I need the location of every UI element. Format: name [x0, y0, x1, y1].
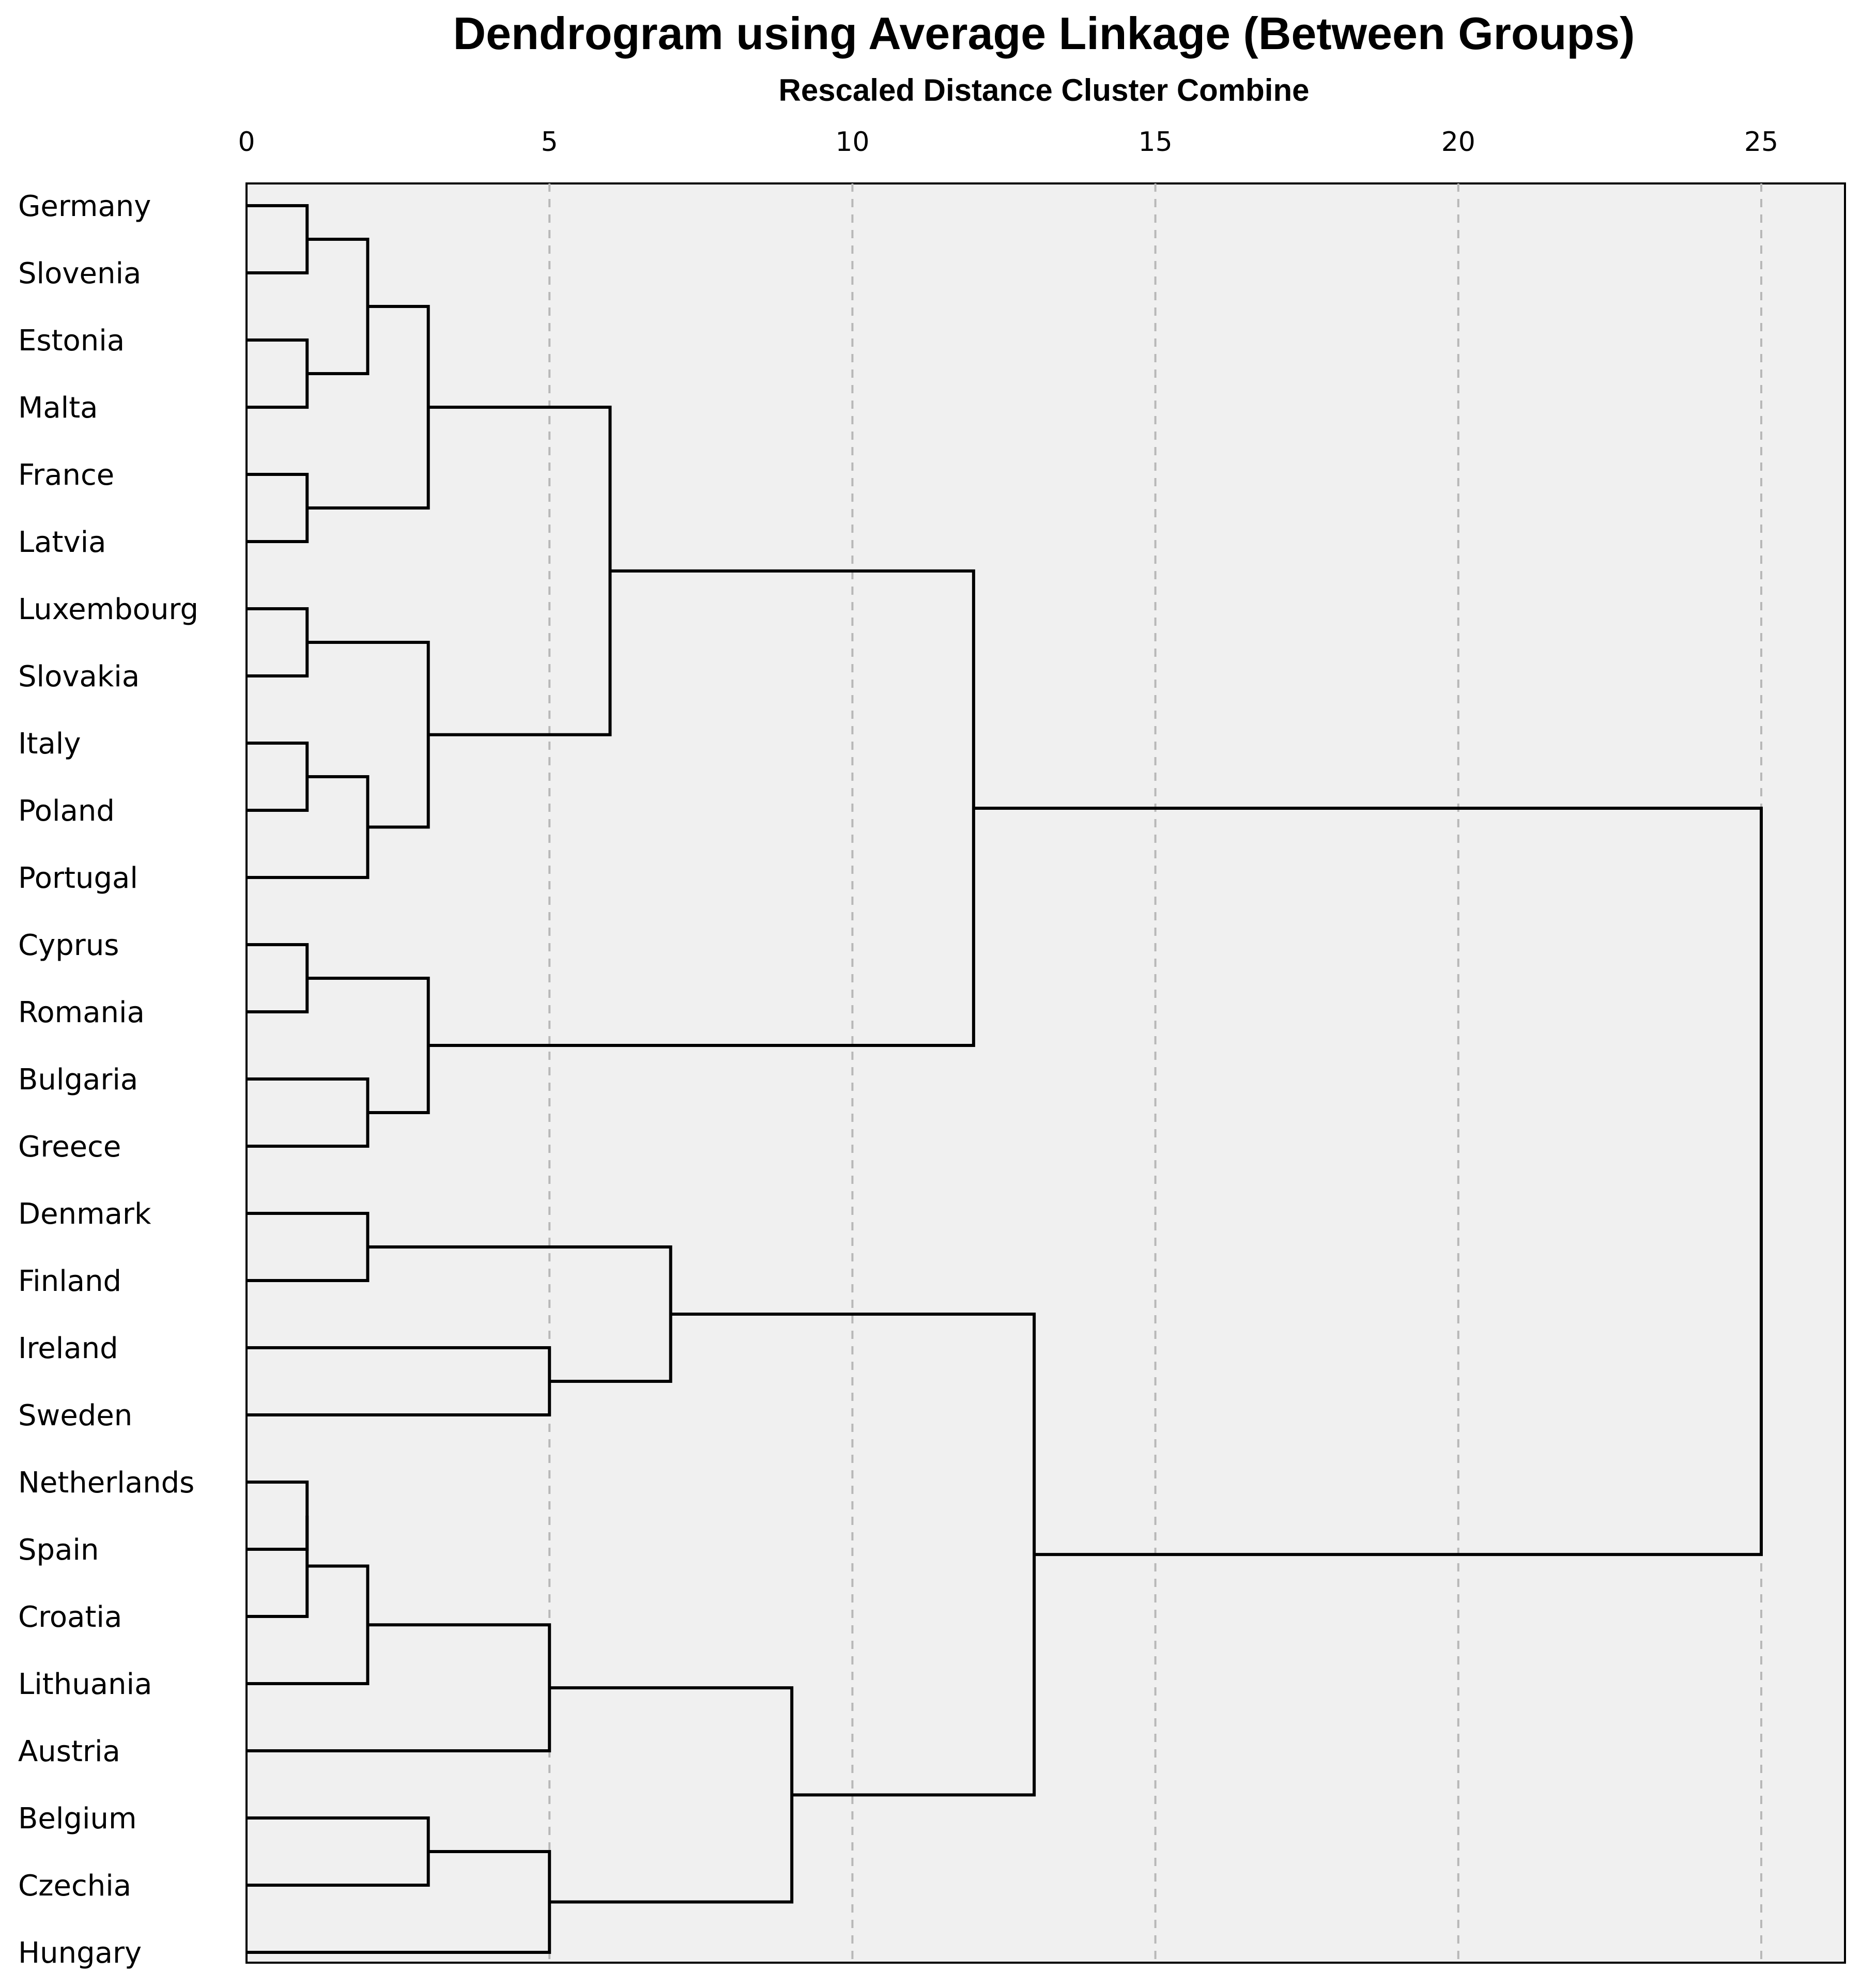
merge-link-c19	[247, 1516, 309, 1618]
x-tick-label: 0	[238, 127, 255, 158]
x-tick-label: 20	[1441, 127, 1475, 158]
leaf-label: Czechia	[18, 1869, 131, 1903]
leaf-label: Cyprus	[18, 929, 119, 962]
leaf-label: Slovenia	[18, 257, 141, 290]
leaf-label: Malta	[18, 391, 98, 425]
leaf-label: Netherlands	[18, 1466, 194, 1500]
leaf-label: Sweden	[18, 1399, 132, 1432]
leaf-label: Bulgaria	[18, 1063, 138, 1097]
chart-title: Dendrogram using Average Linkage (Betwee…	[453, 8, 1635, 59]
leaf-label: Lithuania	[18, 1668, 152, 1701]
x-axis-ticks: 0 5 10 15 20 25	[238, 127, 1778, 158]
leaf-labels: Germany Slovenia Estonia Malta France Latvia L…	[18, 190, 198, 1970]
dendrogram-links	[247, 204, 1763, 1954]
x-tick-label: 5	[541, 127, 558, 158]
leaf-label: Denmark	[18, 1197, 151, 1231]
leaf-label: Germany	[18, 190, 151, 223]
chart-subtitle: Rescaled Distance Cluster Combine	[778, 73, 1309, 107]
leaf-label: Finland	[18, 1265, 121, 1298]
leaf-label: Croatia	[18, 1600, 122, 1634]
leaf-label: Latvia	[18, 526, 106, 559]
leaf-label: Italy	[18, 727, 81, 761]
leaf-label: Luxembourg	[18, 593, 198, 626]
leaf-label: Romania	[18, 996, 145, 1029]
leaf-label: Portugal	[18, 861, 138, 895]
merge-link-c26	[973, 806, 1763, 1557]
x-tick-label: 15	[1139, 127, 1173, 158]
leaf-label: Austria	[18, 1735, 120, 1768]
leaf-label: Poland	[18, 794, 115, 828]
leaf-label: Hungary	[18, 1936, 142, 1970]
leaf-label: France	[18, 458, 114, 492]
x-tick-label: 25	[1744, 127, 1778, 158]
plot-area	[245, 182, 1846, 1964]
leaf-label: Ireland	[18, 1332, 118, 1365]
leaf-label: Belgium	[18, 1802, 137, 1836]
leaf-label: Estonia	[18, 324, 125, 358]
leaf-label: Slovakia	[18, 660, 140, 694]
leaf-label: Spain	[18, 1533, 99, 1567]
leaf-label: Greece	[18, 1130, 121, 1164]
x-tick-label: 10	[835, 127, 869, 158]
